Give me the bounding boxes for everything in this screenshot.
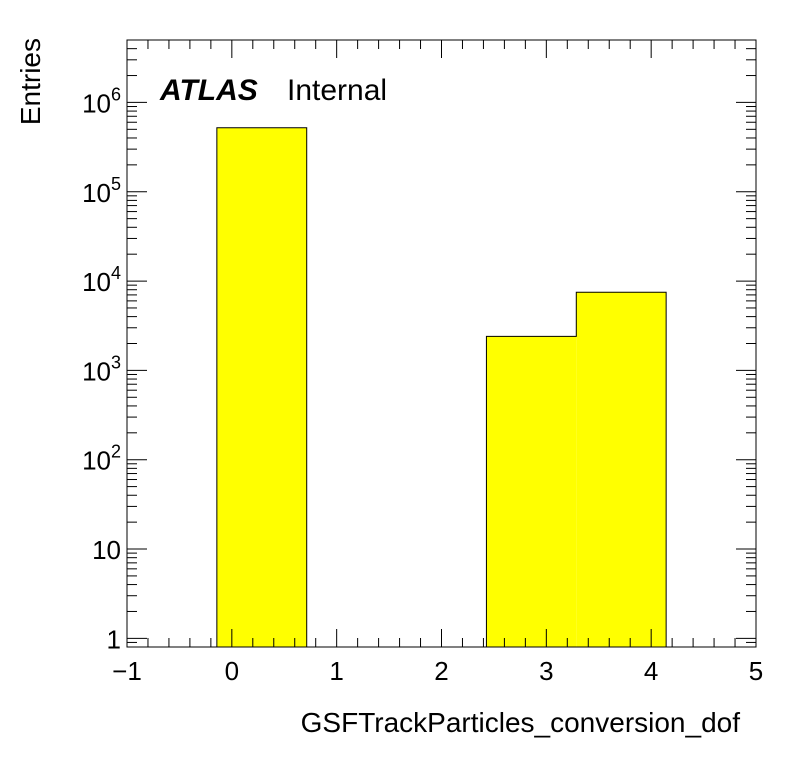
internal-label: Internal bbox=[287, 74, 387, 107]
histogram-bar bbox=[576, 292, 667, 647]
y-tick-labels: 1 10 102 103 104 105 106 bbox=[82, 84, 121, 654]
x-tick-label: 2 bbox=[434, 656, 448, 686]
y-tick-label: 106 bbox=[82, 84, 121, 118]
atlas-label: ATLAS bbox=[159, 74, 258, 107]
x-tick-label: 3 bbox=[539, 656, 553, 686]
x-tick-label: 1 bbox=[329, 656, 343, 686]
x-tick-label: −1 bbox=[112, 656, 142, 686]
histogram-outline bbox=[216, 127, 308, 647]
y-tick-label: 102 bbox=[82, 442, 121, 476]
x-tick-labels: −1 0 1 2 3 4 5 bbox=[112, 656, 763, 686]
x-axis-title: GSFTrackParticles_conversion_dof bbox=[301, 707, 741, 738]
axis-ticks bbox=[126, 39, 757, 648]
y-tick-label: 10 bbox=[92, 535, 121, 565]
y-tick-label: 1 bbox=[107, 624, 121, 654]
histogram-outline bbox=[485, 291, 667, 647]
histogram-bar bbox=[216, 127, 307, 647]
y-axis-title: Entries bbox=[15, 38, 46, 125]
y-tick-label: 104 bbox=[82, 263, 121, 297]
y-tick-label: 105 bbox=[82, 174, 121, 208]
histogram-bars bbox=[216, 127, 667, 647]
y-tick-label: 103 bbox=[82, 352, 121, 386]
histogram-bar bbox=[486, 336, 577, 647]
x-tick-label: 4 bbox=[644, 656, 658, 686]
x-tick-label: 5 bbox=[749, 656, 763, 686]
x-tick-label: 0 bbox=[225, 656, 239, 686]
